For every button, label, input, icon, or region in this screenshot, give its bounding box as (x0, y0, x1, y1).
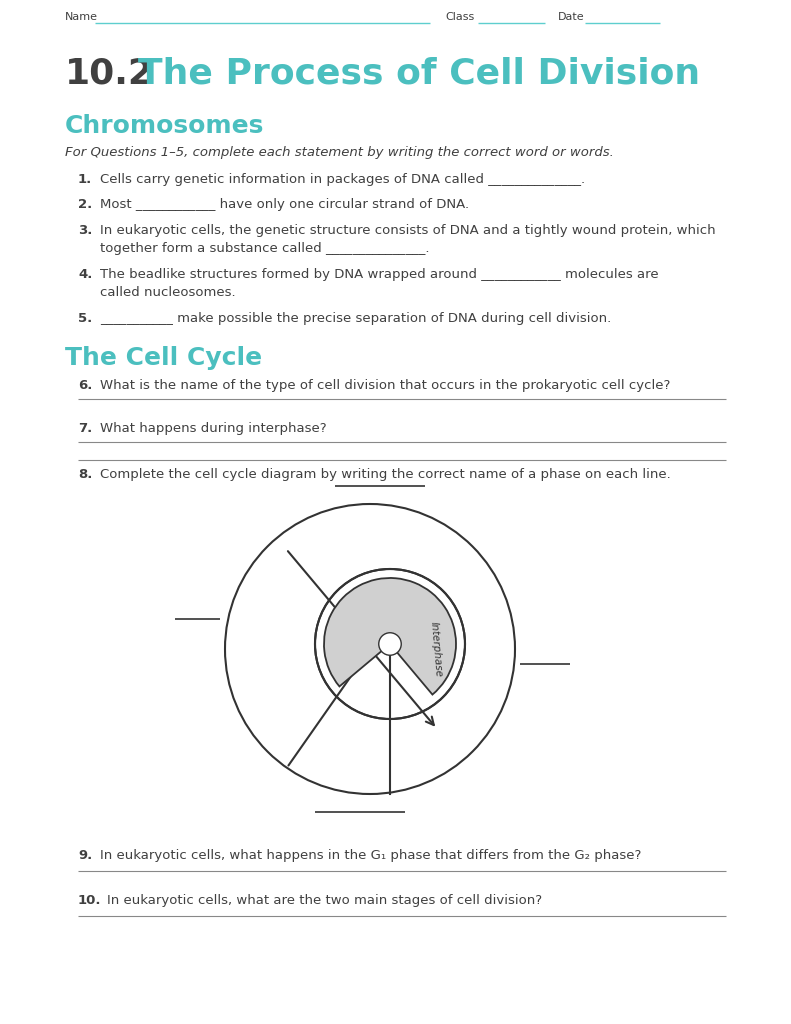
Circle shape (379, 633, 401, 655)
Text: For Questions 1–5, complete each statement by writing the correct word or words.: For Questions 1–5, complete each stateme… (65, 146, 614, 159)
Text: ___________ make possible the precise separation of DNA during cell division.: ___________ make possible the precise se… (100, 312, 611, 325)
Text: called nucleosomes.: called nucleosomes. (100, 286, 236, 299)
Text: In eukaryotic cells, what happens in the G₁ phase that differs from the G₂ phase: In eukaryotic cells, what happens in the… (100, 849, 642, 862)
Text: The Process of Cell Division: The Process of Cell Division (138, 56, 700, 90)
Text: Interphase: Interphase (429, 621, 444, 677)
Text: 9.: 9. (78, 849, 93, 862)
Text: What happens during interphase?: What happens during interphase? (100, 422, 327, 435)
Text: together form a substance called _______________.: together form a substance called _______… (100, 242, 430, 255)
Text: Cells carry genetic information in packages of DNA called ______________.: Cells carry genetic information in packa… (100, 173, 585, 186)
Text: Most ____________ have only one circular strand of DNA.: Most ____________ have only one circular… (100, 198, 469, 211)
Text: 2.: 2. (78, 198, 93, 211)
Text: 5.: 5. (78, 312, 93, 325)
Text: Name: Name (65, 12, 98, 22)
Text: 8.: 8. (78, 468, 93, 481)
Text: In eukaryotic cells, what are the two main stages of cell division?: In eukaryotic cells, what are the two ma… (107, 894, 542, 907)
Text: 1.: 1. (78, 173, 93, 186)
Text: The Cell Cycle: The Cell Cycle (65, 346, 262, 370)
Text: Chromosomes: Chromosomes (65, 114, 264, 138)
Text: What is the name of the type of cell division that occurs in the prokaryotic cel: What is the name of the type of cell div… (100, 379, 671, 392)
Text: Class: Class (445, 12, 475, 22)
Wedge shape (324, 578, 456, 694)
Text: 4.: 4. (78, 268, 93, 281)
Text: 3.: 3. (78, 224, 93, 237)
Text: The beadlike structures formed by DNA wrapped around ____________ molecules are: The beadlike structures formed by DNA wr… (100, 268, 659, 281)
Text: 6.: 6. (78, 379, 93, 392)
Text: Date: Date (558, 12, 585, 22)
Text: In eukaryotic cells, the genetic structure consists of DNA and a tightly wound p: In eukaryotic cells, the genetic structu… (100, 224, 716, 237)
Text: Complete the cell cycle diagram by writing the correct name of a phase on each l: Complete the cell cycle diagram by writi… (100, 468, 671, 481)
Text: 7.: 7. (78, 422, 93, 435)
Text: 10.: 10. (78, 894, 101, 907)
Text: 10.2: 10.2 (65, 56, 154, 90)
